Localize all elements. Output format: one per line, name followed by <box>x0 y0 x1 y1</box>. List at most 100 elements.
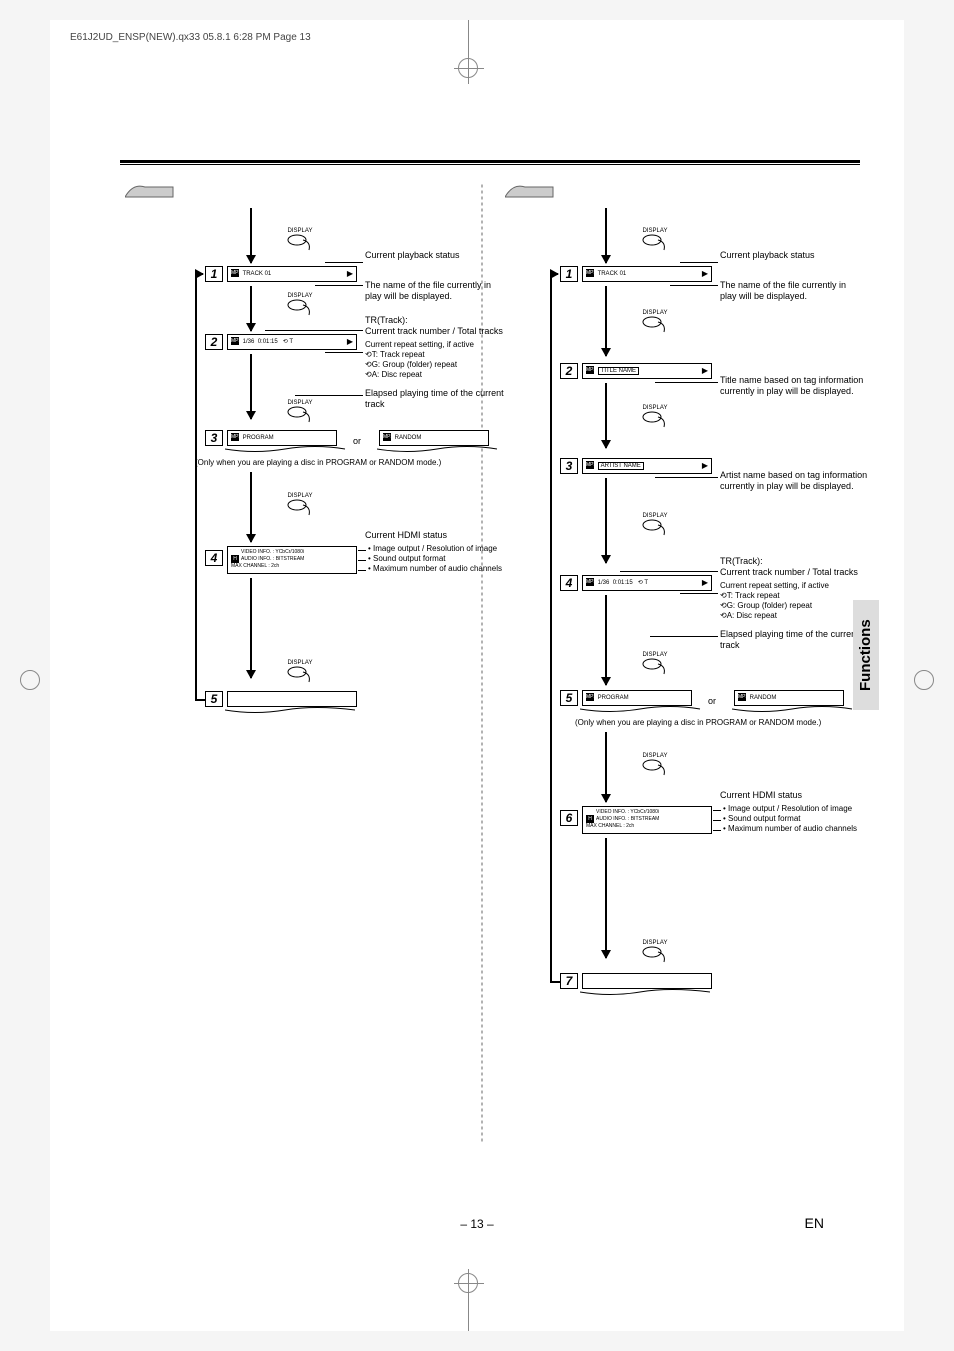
page-number: – 13 – <box>50 1217 904 1231</box>
torn-edge-icon <box>580 706 710 716</box>
step-number-1: 1 <box>205 266 223 282</box>
desc-hdmi-status: Current HDMI status <box>720 790 802 801</box>
display-button-label: DISPLAY <box>640 753 670 781</box>
step-number-7: 7 <box>560 973 578 989</box>
osd-blank <box>227 691 357 707</box>
desc-hdmi-bullets: • Image output / Resolution of image • S… <box>723 804 883 834</box>
display-button-label: DISPLAY <box>640 940 670 968</box>
play-icon: ▶ <box>347 335 353 349</box>
leader-line <box>620 571 718 572</box>
step-number-1: 1 <box>560 266 578 282</box>
leader-line <box>713 830 721 831</box>
osd-track-display: MP3 TRACK 01 ▶ <box>582 266 712 282</box>
return-flow-line <box>550 981 560 983</box>
flow-arrow <box>605 286 607 356</box>
page-header-meta: E61J2UD_ENSP(NEW).qx33 05.8.1 6:28 PM Pa… <box>70 32 311 43</box>
desc-current-playback: Current playback status <box>365 250 460 261</box>
desc-current-playback: Current playback status <box>720 250 815 261</box>
leader-line <box>713 820 721 821</box>
flow-arrow <box>605 595 607 685</box>
wma-column: WMA DISPLAY 1 MP3 TRACK 01 ▶ Current pla… <box>505 180 855 207</box>
mp3-icon: MP3 <box>586 366 594 374</box>
torn-edge-icon <box>225 707 355 717</box>
osd-artist-name: MP3 ARTIST NAME ▶ <box>582 458 712 474</box>
desc-repeat-block: Current repeat setting, if active ⟲T: Tr… <box>365 340 515 380</box>
osd-track-display: MP3 TRACK 01 ▶ <box>227 266 357 282</box>
mp3-icon: MP3 <box>586 578 594 586</box>
hand-press-icon <box>285 299 315 319</box>
leader-line <box>713 810 721 811</box>
osd-hdmi-info: H VIDEO INFO. : YCbCr/1080i AUDIO INFO. … <box>227 546 357 574</box>
step-number-3: 3 <box>205 430 223 446</box>
leader-line <box>265 330 363 331</box>
top-rule <box>120 160 860 163</box>
hand-press-icon <box>640 759 670 779</box>
flow-arrow <box>250 286 252 331</box>
desc-elapsed: Elapsed playing time of the current trac… <box>365 388 515 410</box>
desc-hdmi-bullets: • Image output / Resolution of image • S… <box>368 544 528 574</box>
desc-tr-total: Current track number / Total tracks <box>365 326 515 337</box>
mp3-column: MP3 DISPLAY 1 MP3 TRACK 01 ▶ Current pla… <box>125 180 475 207</box>
osd-program: MP3 PROGRAM <box>582 690 692 706</box>
display-button-label: DISPLAY <box>640 513 670 541</box>
program-random-note: (Only when you are playing a disc in PRO… <box>195 458 515 468</box>
flow-arrow <box>605 208 607 263</box>
flow-arrow <box>605 732 607 802</box>
display-button-label: DISPLAY <box>640 228 670 256</box>
crop-register-left <box>10 670 50 690</box>
torn-edge-icon <box>580 989 710 999</box>
mp3-icon: MP3 <box>231 433 239 441</box>
wma-badge: WMA <box>505 183 554 197</box>
torn-edge-icon <box>732 706 862 716</box>
display-button-label: DISPLAY <box>285 293 315 321</box>
display-button-label: DISPLAY <box>640 652 670 680</box>
hdmi-icon: H <box>586 815 594 823</box>
mp3-icon: MP3 <box>231 337 239 345</box>
step-number-5: 5 <box>560 690 578 706</box>
flow-arrow <box>250 208 252 263</box>
display-button-label: DISPLAY <box>285 228 315 256</box>
mp3-icon: MP3 <box>586 461 594 469</box>
mp3-icon: MP3 <box>586 269 594 277</box>
leader-line <box>358 560 366 561</box>
mp3-icon: MP3 <box>383 433 391 441</box>
step-number-6: 6 <box>560 810 578 826</box>
hand-press-icon <box>285 406 315 426</box>
leader-line <box>680 262 718 263</box>
display-button-label: DISPLAY <box>640 310 670 338</box>
leader-line <box>650 636 718 637</box>
step-number-2: 2 <box>560 363 578 379</box>
leader-line <box>295 395 363 396</box>
hand-press-icon <box>640 946 670 966</box>
desc-elapsed: Elapsed playing time of the current trac… <box>720 629 870 651</box>
step-number-4: 4 <box>560 575 578 591</box>
flow-arrow <box>605 383 607 448</box>
play-icon: ▶ <box>702 576 708 590</box>
play-icon: ▶ <box>702 459 708 473</box>
play-icon: ▶ <box>702 267 708 281</box>
section-tab-functions: Functions <box>853 600 879 710</box>
return-arrow <box>195 273 203 275</box>
display-button-label: DISPLAY <box>285 660 315 688</box>
hand-press-icon <box>640 234 670 254</box>
osd-random: MP3 RANDOM <box>734 690 844 706</box>
hand-press-icon <box>285 499 315 519</box>
flow-arrow <box>250 578 252 678</box>
crop-register-right <box>904 670 944 690</box>
leader-line <box>358 570 366 571</box>
osd-hdmi-info: H VIDEO INFO. : YCbCr/1080i AUDIO INFO. … <box>582 806 712 834</box>
hand-press-icon <box>285 666 315 686</box>
hand-press-icon <box>285 234 315 254</box>
osd-blank <box>582 973 712 989</box>
desc-title-tag: Title name based on tag information curr… <box>720 375 870 397</box>
language-code: EN <box>805 1215 824 1231</box>
leader-line <box>670 285 718 286</box>
flow-arrow <box>250 472 252 542</box>
step-number-2: 2 <box>205 334 223 350</box>
display-button-label: DISPLAY <box>285 493 315 521</box>
torn-edge-icon <box>225 446 355 456</box>
return-flow-line <box>195 699 205 701</box>
hand-press-icon <box>640 411 670 431</box>
desc-repeat-block: Current repeat setting, if active ⟲T: Tr… <box>720 581 870 621</box>
desc-hdmi-status: Current HDMI status <box>365 530 447 541</box>
